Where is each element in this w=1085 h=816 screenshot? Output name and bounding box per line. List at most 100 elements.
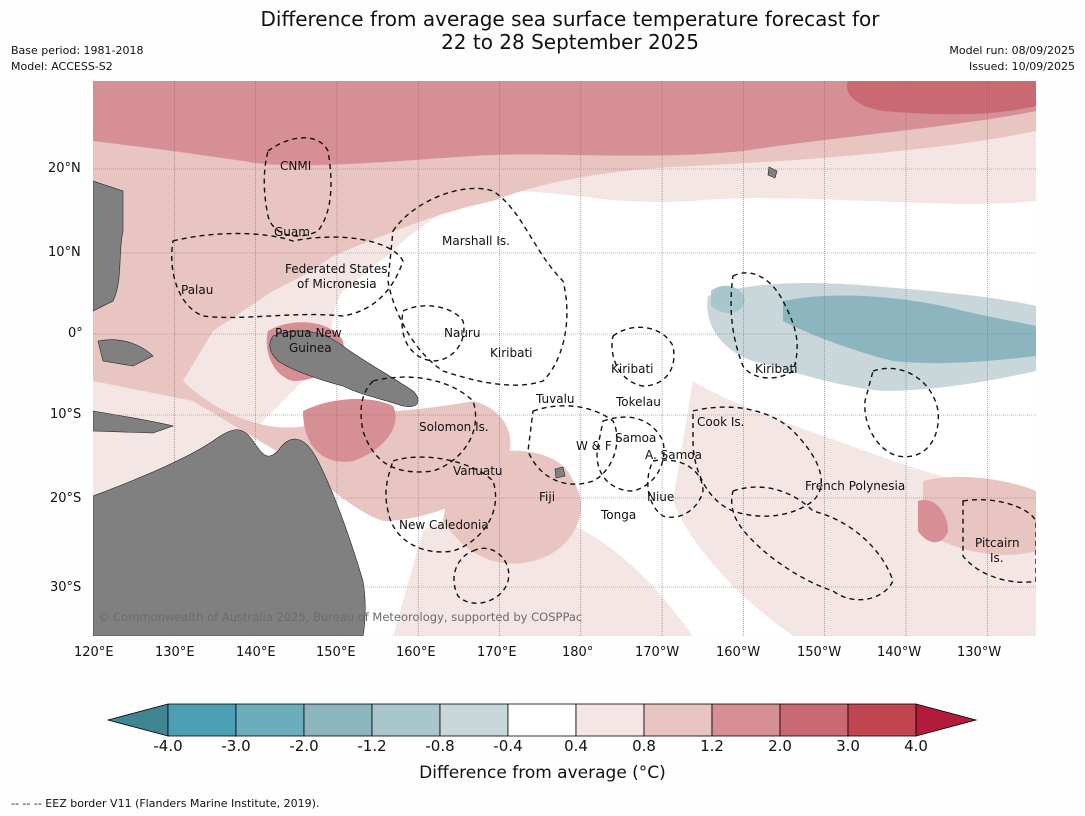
lon-label: 160°W [716, 645, 761, 660]
colorbar-tick: -2.0 [289, 737, 319, 755]
lon-label: 120°E [74, 645, 114, 660]
region-label: Nauru [444, 326, 480, 340]
colorbar-segment [643, 703, 713, 737]
colorbar-tick: -1.2 [357, 737, 387, 755]
colorbar-segment [507, 703, 577, 737]
hawaii-island [767, 166, 778, 179]
lat-label: 20°N [48, 161, 81, 176]
australia-landmass [93, 429, 366, 636]
colorbar-tick: 4.0 [904, 737, 928, 755]
anomaly-mid-pink-south [443, 450, 581, 564]
colorbar-tick: 3.0 [836, 737, 860, 755]
eez-footnote: -- -- -- EEZ border V11 (Flanders Marine… [11, 797, 320, 810]
region-label: Kiribati [755, 362, 797, 376]
region-label: Niue [647, 490, 674, 504]
lon-label: 140°W [877, 645, 922, 660]
lat-label: 10°N [48, 245, 81, 260]
indonesia-landmass [93, 180, 175, 434]
region-label: Pitcairn [975, 536, 1020, 550]
model-name: Model: ACCESS-S2 [11, 60, 113, 73]
meta-right: Model run: 08/09/2025 Issued: 10/09/2025 [949, 43, 1075, 75]
anomaly-dark-pink [93, 81, 1036, 166]
lon-label: 150°W [797, 645, 842, 660]
lon-label: 150°E [316, 645, 356, 660]
new-guinea-landmass [269, 330, 419, 407]
region-label: W & F [576, 439, 612, 453]
lon-label: 170°E [477, 645, 517, 660]
colorbar-tick: -4.0 [153, 737, 183, 755]
region-label: Palau [181, 283, 213, 297]
sst-anomaly-map: CNMI Guam Marshall Is. Federated States … [93, 81, 1036, 636]
region-label: Cook Is. [697, 415, 744, 429]
region-label: Samoa [615, 431, 656, 445]
anomaly-light-pink-east [673, 381, 1036, 636]
anomaly-dark-pink-pitcairn [918, 500, 948, 543]
region-label: Guam [274, 225, 310, 239]
base-period: Base period: 1981-2018 [11, 44, 144, 57]
region-label: Tonga [600, 508, 636, 522]
colorbar-segment [167, 703, 237, 737]
colorbar-segment [303, 703, 373, 737]
colorbar-segment [847, 703, 917, 737]
colorbar-segment [575, 703, 645, 737]
colorbar-segment [235, 703, 305, 737]
colorbar [106, 703, 978, 737]
region-label: Tuvalu [535, 392, 575, 406]
lat-label: 0° [68, 326, 83, 341]
lon-label: 180° [562, 645, 594, 660]
region-label: of Micronesia [297, 277, 377, 291]
colorbar-tick: -3.0 [221, 737, 251, 755]
lat-label: 20°S [50, 491, 82, 506]
lon-label: 130°W [957, 645, 1002, 660]
lon-label: 170°W [635, 645, 680, 660]
map-gridlines [93, 81, 1036, 636]
meta-left: Base period: 1981-2018 Model: ACCESS-S2 [11, 43, 143, 75]
region-label: Vanuatu [453, 464, 503, 478]
colorbar-tick: 1.2 [700, 737, 724, 755]
anomaly-blue-band [783, 295, 1036, 364]
region-label: Solomon Is. [419, 420, 489, 434]
fiji-island [554, 466, 566, 479]
eez-borders [171, 137, 1036, 604]
region-label: French Polynesia [805, 479, 905, 493]
colorbar-segment [779, 703, 849, 737]
lat-label: 10°S [50, 407, 82, 422]
region-label: Kiribati [611, 362, 653, 376]
region-labels: CNMI Guam Marshall Is. Federated States … [181, 159, 1020, 565]
region-label: Guinea [289, 341, 332, 355]
model-run: Model run: 08/09/2025 [949, 44, 1075, 57]
region-label: Marshall Is. [442, 234, 510, 248]
colorbar-high-extend [915, 703, 978, 737]
anomaly-mid-pink [93, 81, 1036, 521]
colorbar-tick: -0.8 [425, 737, 455, 755]
lon-label: 140°E [236, 645, 276, 660]
copyright-text: © Commonwealth of Australia 2025, Bureau… [98, 610, 582, 624]
anomaly-darker-pink [846, 81, 1036, 115]
region-label: Is. [990, 551, 1004, 565]
colorbar-title: Difference from average (°C) [419, 763, 666, 783]
region-label: Federated States [285, 262, 387, 276]
colorbar-tick: 0.8 [632, 737, 656, 755]
colorbar-segment [711, 703, 781, 737]
anomaly-dark-pink-coral [303, 399, 396, 462]
region-label: Fiji [539, 490, 555, 504]
region-label: Tokelau [615, 395, 661, 409]
region-label: CNMI [280, 159, 311, 173]
colorbar-low-extend [106, 703, 169, 737]
anomaly-blue-west [711, 285, 745, 313]
colorbar-tick: -0.4 [493, 737, 523, 755]
region-label: Kiribati [490, 346, 532, 360]
colorbar-tick: 2.0 [768, 737, 792, 755]
issued-date: Issued: 10/09/2025 [968, 60, 1075, 73]
region-label: Papua New [275, 326, 342, 340]
lon-label: 160°E [396, 645, 436, 660]
colorbar-tick: 0.4 [564, 737, 588, 755]
map-title: Difference from average sea surface temp… [260, 7, 880, 54]
colorbar-segment [371, 703, 441, 737]
colorbar-segment [439, 703, 509, 737]
lon-label: 130°E [155, 645, 195, 660]
region-label: A. Samoa [645, 448, 702, 462]
lat-label: 30°S [50, 580, 82, 595]
region-label: New Caledonia [399, 518, 489, 532]
anomaly-mid-pink-se [923, 476, 1036, 555]
